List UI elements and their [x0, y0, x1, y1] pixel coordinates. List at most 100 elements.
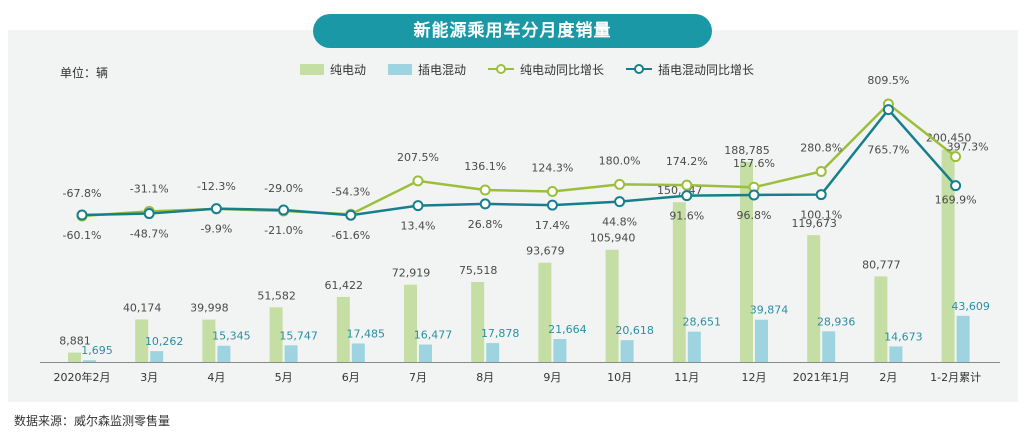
point-ev-growth-11 — [815, 165, 827, 177]
label-ev-growth-1: -31.1% — [130, 182, 169, 195]
legend-label-ev-growth: 纯电动同比增长 — [520, 62, 605, 77]
label-ev-growth-10: 157.6% — [733, 157, 775, 170]
category-label-2: 4月 — [207, 371, 225, 384]
bar-phev-9 — [687, 331, 701, 362]
legend-label-phev: 插电混动 — [418, 62, 467, 77]
bar-ev-7 — [538, 262, 552, 362]
category-label-12: 2月 — [879, 371, 897, 384]
label-phev-0: 1,695 — [81, 344, 113, 357]
label-phev-growth-12: 765.7% — [867, 144, 909, 157]
label-ev-growth-8: 180.0% — [599, 154, 641, 167]
legend-item-phev: 插电混动 — [388, 61, 466, 78]
category-label-9: 11月 — [674, 371, 699, 384]
point-phev-growth-6 — [479, 198, 491, 210]
bar-phev-6 — [486, 343, 500, 362]
legend-item-ev-growth: 纯电动同比增长 — [488, 61, 604, 78]
label-ev-growth-13: 397.3% — [947, 141, 989, 154]
bar-ev-12 — [874, 276, 888, 362]
chart-panel — [8, 30, 1018, 402]
label-ev-growth-3: -29.0% — [264, 182, 303, 195]
label-ev-3: 51,582 — [257, 289, 296, 302]
point-phev-growth-10 — [748, 189, 760, 201]
bar-ev-13 — [941, 149, 955, 362]
label-ev-8: 105,940 — [590, 232, 636, 245]
label-ev-growth-9: 174.2% — [666, 155, 708, 168]
legend-swatch-ev — [300, 63, 324, 75]
label-phev-growth-11: 100.1% — [800, 209, 842, 222]
label-phev-growth-3: -21.0% — [264, 224, 303, 237]
bar-ev-4 — [336, 296, 350, 362]
label-ev-12: 80,777 — [862, 258, 901, 271]
category-label-1: 3月 — [140, 371, 158, 384]
label-ev-7: 93,679 — [526, 245, 565, 258]
point-phev-growth-1 — [143, 208, 155, 220]
point-phev-growth-0 — [76, 209, 88, 221]
label-phev-growth-4: -61.6% — [331, 229, 370, 242]
point-phev-growth-4 — [345, 209, 357, 221]
legend-item-phev-growth: 插电混动同比增长 — [626, 61, 754, 78]
bar-phev-11 — [822, 331, 836, 362]
label-ev-growth-5: 207.5% — [397, 151, 439, 164]
point-phev-growth-5 — [412, 200, 424, 212]
bar-phev-5 — [419, 344, 432, 362]
category-label-3: 5月 — [275, 371, 293, 384]
source-note: 数据来源：威尔森监测零售量 — [14, 414, 171, 428]
label-ev-growth-6: 136.1% — [464, 160, 506, 173]
bar-ev-2 — [202, 319, 216, 362]
bar-phev-3 — [284, 345, 298, 362]
point-phev-growth-3 — [278, 204, 290, 216]
point-phev-growth-8 — [614, 196, 626, 208]
label-ev-0: 8,881 — [59, 335, 91, 348]
bar-phev-0 — [83, 360, 96, 362]
label-phev-2: 15,345 — [212, 330, 251, 343]
label-ev-6: 75,518 — [459, 264, 498, 277]
label-phev-growth-5: 13.4% — [401, 220, 436, 233]
bar-ev-6 — [471, 281, 485, 362]
label-phev-growth-2: -9.9% — [200, 223, 232, 236]
bar-ev-10 — [740, 161, 753, 362]
point-ev-growth-7 — [546, 185, 558, 197]
legend-label-phev-growth: 插电混动同比增长 — [658, 62, 755, 77]
label-phev-growth-9: 91.6% — [669, 210, 704, 223]
bar-phev-1 — [150, 351, 164, 362]
point-phev-growth-13 — [950, 180, 962, 192]
label-phev-8: 20,618 — [615, 324, 654, 337]
point-phev-growth-12 — [882, 104, 894, 116]
bar-phev-13 — [956, 315, 970, 362]
point-phev-growth-9 — [681, 190, 693, 202]
bar-ev-5 — [404, 284, 417, 362]
label-phev-6: 17,878 — [481, 327, 520, 340]
label-ev-1: 40,174 — [123, 301, 162, 314]
point-phev-growth-2 — [210, 203, 222, 215]
label-phev-1: 10,262 — [145, 335, 184, 348]
category-label-10: 12月 — [742, 371, 767, 384]
point-ev-growth-8 — [614, 178, 626, 190]
label-phev-3: 15,747 — [279, 329, 318, 342]
point-ev-growth-6 — [479, 184, 491, 196]
bar-phev-2 — [217, 345, 231, 362]
label-phev-10: 39,874 — [750, 304, 789, 317]
bar-ev-1 — [135, 319, 149, 362]
label-ev-5: 72,919 — [392, 267, 431, 280]
bar-ev-0 — [68, 352, 81, 362]
line-phev-growth — [81, 107, 957, 217]
bar-ev-11 — [807, 235, 821, 362]
label-phev-5: 16,477 — [414, 329, 453, 342]
category-label-8: 10月 — [607, 371, 632, 384]
label-phev-12: 14,673 — [884, 330, 923, 343]
bar-phev-8 — [620, 340, 634, 362]
label-phev-growth-7: 17.4% — [535, 219, 570, 232]
bar-ev-8 — [605, 249, 619, 362]
label-ev-growth-12: 809.5% — [867, 74, 909, 87]
bar-phev-12 — [889, 346, 903, 362]
label-ev-growth-0: -67.8% — [63, 187, 102, 200]
category-label-6: 8月 — [476, 371, 494, 384]
legend: 纯电动 插电混动 纯电动同比增长 插电混动同比增长 — [300, 60, 776, 78]
bar-ev-3 — [269, 307, 283, 362]
legend-label-ev: 纯电动 — [330, 62, 367, 77]
category-label-0: 2020年2月 — [54, 370, 111, 384]
line-ev-growth — [81, 102, 957, 218]
point-ev-growth-5 — [412, 175, 424, 187]
label-phev-growth-6: 26.8% — [468, 218, 503, 231]
